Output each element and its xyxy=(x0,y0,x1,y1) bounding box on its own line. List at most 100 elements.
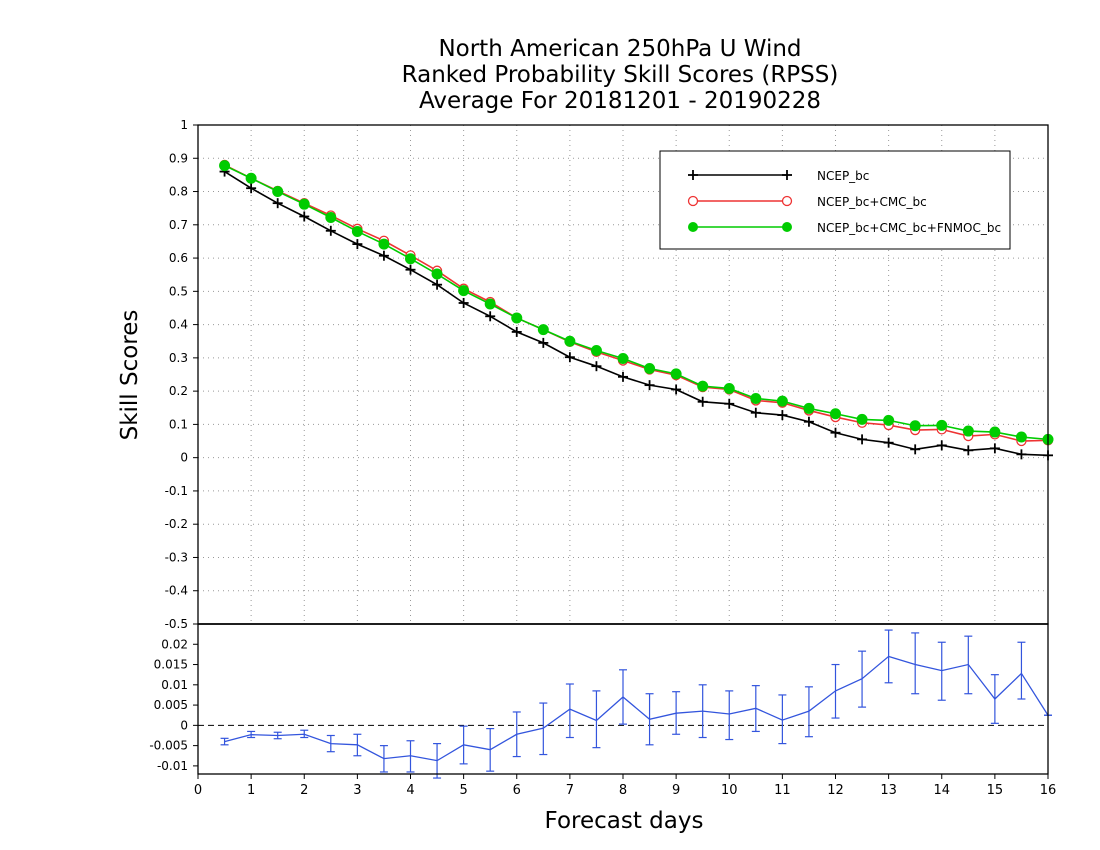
x-tick-label: 14 xyxy=(933,783,950,798)
data-point-plus xyxy=(352,239,363,250)
x-tick-label: 11 xyxy=(774,783,791,798)
error-bar xyxy=(379,745,388,773)
data-point-plus xyxy=(697,396,708,407)
x-tick-label: 2 xyxy=(300,783,308,798)
data-point-plus xyxy=(485,311,496,322)
error-bar xyxy=(592,690,601,749)
x-tick-label: 5 xyxy=(459,783,467,798)
error-bar xyxy=(273,731,282,740)
series-layer xyxy=(219,159,1054,779)
error-bar xyxy=(353,733,362,757)
data-point-plus xyxy=(724,398,735,409)
error-bar xyxy=(911,632,920,695)
data-point-filled-circle xyxy=(219,160,231,172)
data-point-filled-circle xyxy=(617,353,629,365)
y-tick-label-diff: 0.02 xyxy=(161,637,188,651)
data-point-filled-circle xyxy=(776,395,788,407)
y-tick-label: 0.3 xyxy=(169,351,188,365)
data-point-plus xyxy=(963,445,974,456)
error-bar xyxy=(220,737,229,746)
y-tick-label: -0.3 xyxy=(165,550,188,564)
chart-title-line-1: North American 250hPa U Wind xyxy=(438,36,802,62)
data-point-plus xyxy=(644,380,655,391)
error-bar xyxy=(300,729,309,739)
data-point-filled-circle xyxy=(670,368,682,380)
error-bar xyxy=(804,686,813,738)
y-tick-label: 0 xyxy=(180,451,188,465)
data-point-plus xyxy=(883,437,894,448)
x-tick-label: 12 xyxy=(827,783,844,798)
data-point-plus xyxy=(405,264,416,275)
data-point-plus xyxy=(538,337,549,348)
x-tick-label: 13 xyxy=(880,783,897,798)
error-bar xyxy=(990,674,999,724)
data-point-plus xyxy=(910,444,921,455)
data-point-filled-circle xyxy=(405,253,416,265)
data-point-plus xyxy=(618,371,628,382)
y-tick-label-diff: 0.005 xyxy=(154,698,188,712)
legend-marker xyxy=(782,222,792,232)
data-point-plus xyxy=(671,384,682,395)
data-point-filled-circle xyxy=(750,392,762,404)
data-point-filled-circle xyxy=(378,238,390,250)
data-point-filled-circle xyxy=(537,324,549,336)
data-point-plus xyxy=(1016,449,1027,460)
error-bar xyxy=(645,693,654,746)
y-tick-label: 0.5 xyxy=(169,284,188,298)
y-tick-label-diff: -0.005 xyxy=(149,739,188,753)
x-tick-label: 8 xyxy=(619,783,627,798)
x-tick-label: 7 xyxy=(566,783,574,798)
y-tick-label: 0.7 xyxy=(169,218,188,232)
error-bar xyxy=(619,669,627,725)
error-bar xyxy=(433,742,442,779)
data-point-plus xyxy=(511,326,522,337)
y-tick-label-diff: -0.01 xyxy=(157,759,188,773)
error-bar xyxy=(406,740,415,773)
data-point-plus xyxy=(591,361,602,372)
chart-title-line-3: Average For 20181201 - 20190228 xyxy=(418,88,822,114)
data-point-plus xyxy=(989,443,1000,454)
data-point-filled-circle xyxy=(962,425,974,437)
error-bar xyxy=(964,635,973,695)
error-bar xyxy=(858,650,867,708)
data-point-filled-circle xyxy=(803,402,815,414)
legend-marker xyxy=(688,222,698,232)
data-point-filled-circle xyxy=(458,285,470,297)
x-tick-label: 3 xyxy=(353,783,361,798)
legend-marker xyxy=(781,195,793,207)
error-bar xyxy=(512,711,521,758)
y-tick-label: 0.2 xyxy=(169,384,188,398)
y-axis-label: Skill Scores xyxy=(117,309,143,441)
data-point-filled-circle xyxy=(484,298,496,310)
data-point-plus xyxy=(246,183,257,194)
data-point-filled-circle xyxy=(298,198,310,210)
y-tick-label-diff: 0 xyxy=(180,718,188,732)
data-point-filled-circle xyxy=(856,413,868,425)
data-point-plus xyxy=(299,211,310,222)
error-bar xyxy=(698,684,707,739)
data-point-plus xyxy=(803,416,814,427)
data-point-filled-circle xyxy=(431,268,443,280)
error-bar xyxy=(459,725,468,765)
legend-label: NCEP_bc xyxy=(817,169,869,183)
error-bar xyxy=(539,702,548,756)
axis-layer: 1 0.9 0.8 0.7 0.6 0.5 0.4 0.3 0.2 0.1 0 -0.1 -0.2 -0.… xyxy=(149,118,1056,798)
x-axis-label: Forecast days xyxy=(544,808,704,834)
y-tick-label: 0.9 xyxy=(169,151,188,165)
y-tick-label: 0.6 xyxy=(169,251,188,265)
error-bar xyxy=(672,691,681,735)
data-point-plus xyxy=(936,440,947,451)
legend-box xyxy=(659,150,1011,250)
legend: NCEP_bc NCEP_bc+CMC_bc NCEP_bc+CMC_bc+FNMO… xyxy=(659,150,1011,250)
x-tick-label: 0 xyxy=(194,783,202,798)
y-tick-label: -0.2 xyxy=(165,517,188,531)
y-tick-label: 0.4 xyxy=(169,318,188,332)
error-bar xyxy=(937,641,946,701)
data-point-filled-circle xyxy=(830,408,841,420)
data-point-plus xyxy=(272,198,283,209)
x-tick-label: 16 xyxy=(1040,783,1057,798)
data-point-filled-circle xyxy=(590,345,602,357)
series-line xyxy=(224,170,1049,457)
data-point-plus xyxy=(458,297,469,308)
y-tick-label-diff: 0.01 xyxy=(161,678,188,692)
